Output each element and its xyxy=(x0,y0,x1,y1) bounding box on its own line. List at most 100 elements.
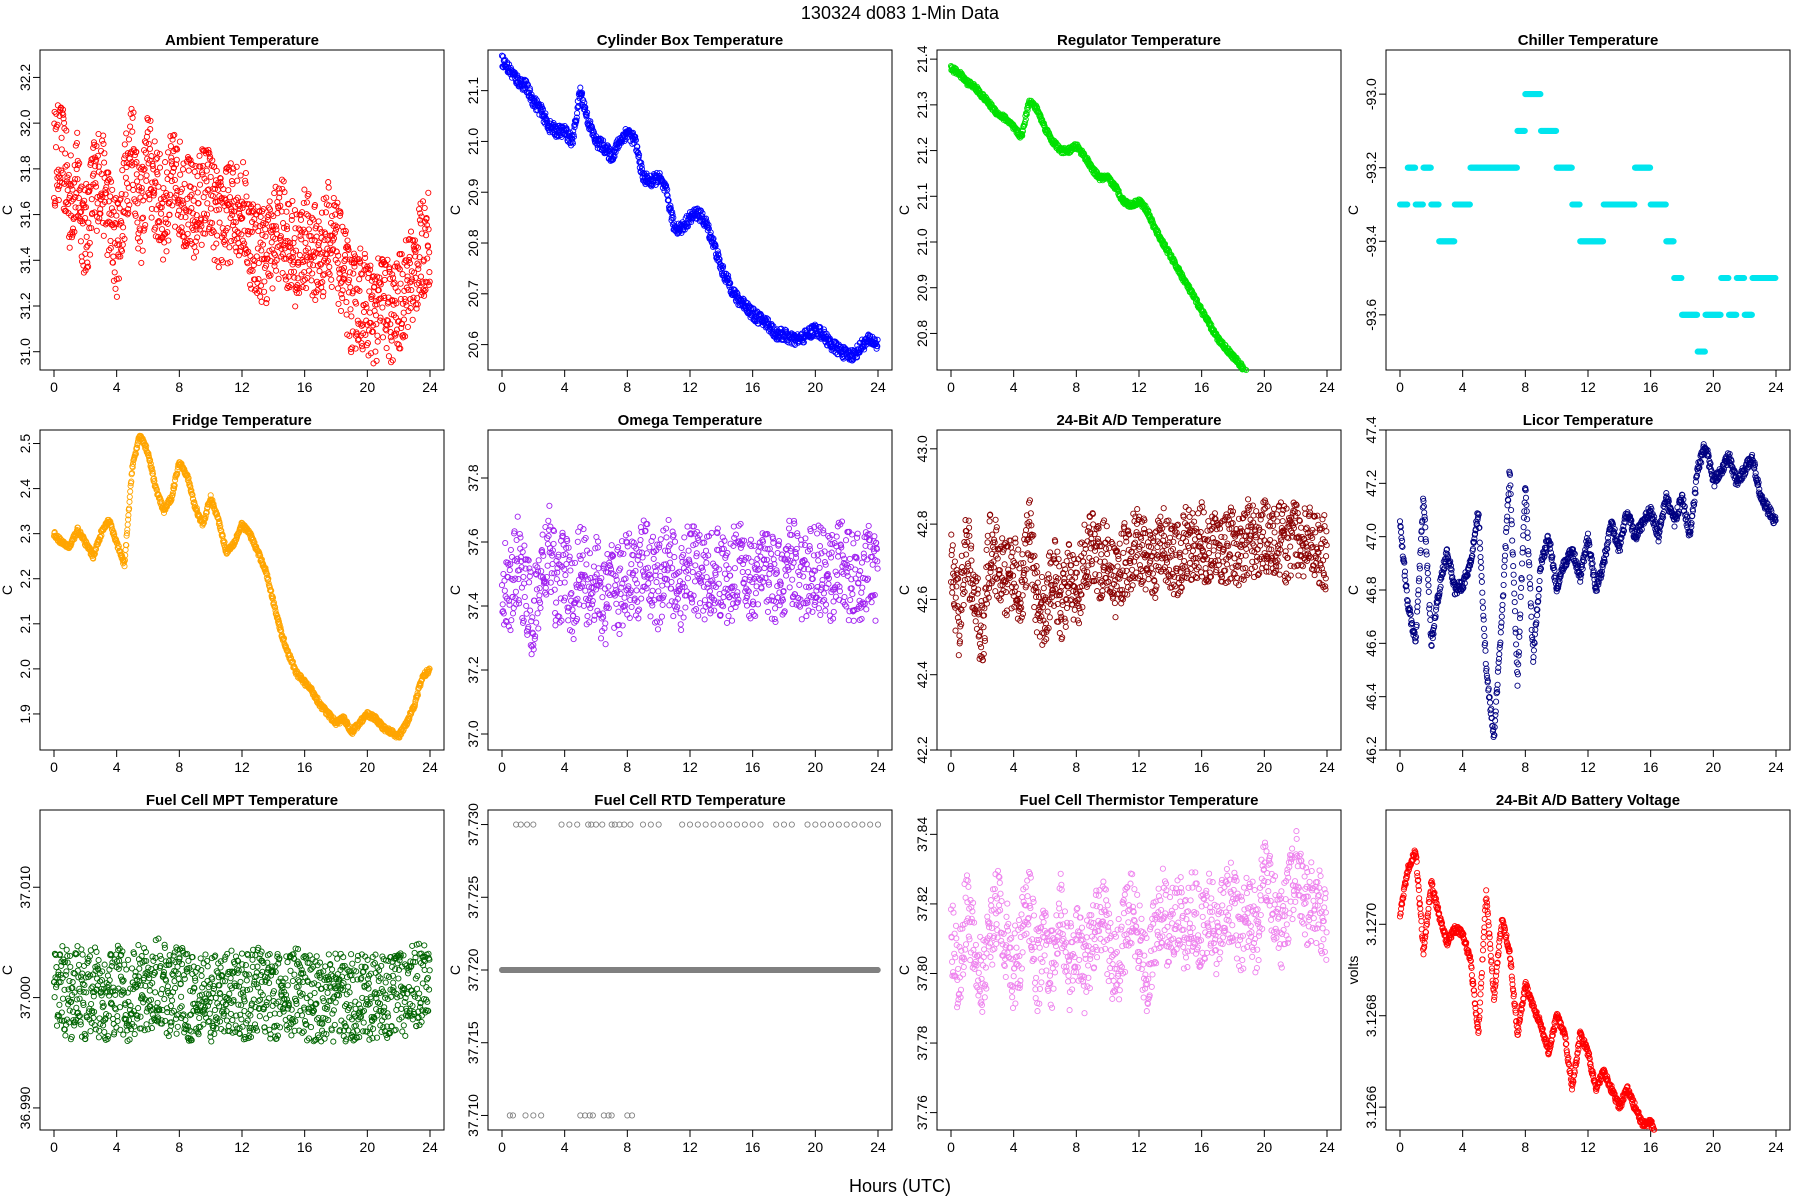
y-tick-label: 1.9 xyxy=(17,704,33,724)
data-point xyxy=(235,230,242,237)
data-point xyxy=(213,167,220,174)
data-point xyxy=(115,253,122,260)
data-point xyxy=(328,276,335,283)
y-tick-label: 21.2 xyxy=(914,137,930,164)
data-point xyxy=(124,521,131,528)
data-point xyxy=(162,159,169,166)
data-point xyxy=(158,210,165,217)
data-point xyxy=(94,152,101,159)
data-point xyxy=(110,253,117,260)
data-point xyxy=(216,206,223,213)
data-point xyxy=(228,238,235,245)
x-tick-label: 20 xyxy=(808,379,824,395)
data-point xyxy=(121,235,128,242)
data-point xyxy=(181,180,188,187)
data-point xyxy=(165,237,172,244)
data-point xyxy=(180,160,187,167)
data-point xyxy=(388,337,395,344)
data-point xyxy=(194,189,201,196)
x-tick-label: 24 xyxy=(422,759,438,775)
data-point xyxy=(69,186,76,193)
data-point xyxy=(248,229,255,236)
data-point xyxy=(325,179,332,186)
data-point xyxy=(244,260,251,267)
data-point xyxy=(275,185,282,192)
data-point xyxy=(326,263,333,270)
data-point xyxy=(138,184,145,192)
data-point xyxy=(146,145,154,152)
data-point xyxy=(315,218,322,225)
data-point xyxy=(404,323,411,331)
data-point xyxy=(52,144,60,151)
data-point xyxy=(258,247,265,254)
data-point xyxy=(207,205,214,212)
data-point xyxy=(177,171,184,178)
data-point xyxy=(400,316,408,323)
data-point xyxy=(195,200,202,207)
data-point xyxy=(222,241,229,248)
data-point xyxy=(385,353,392,360)
data-point xyxy=(141,225,148,232)
data-point xyxy=(347,306,354,313)
data-point xyxy=(83,233,90,240)
data-point xyxy=(234,177,241,184)
data-point xyxy=(243,246,250,254)
data-point xyxy=(109,186,116,193)
data-point xyxy=(262,226,269,233)
data-point xyxy=(168,178,175,185)
data-point xyxy=(277,202,284,209)
data-point xyxy=(148,205,155,212)
x-tick-label: 20 xyxy=(1706,379,1722,395)
data-point xyxy=(374,332,381,339)
data-point xyxy=(202,230,209,237)
x-tick-label: 16 xyxy=(297,379,313,395)
data-point xyxy=(215,264,222,271)
data-point xyxy=(260,219,267,227)
data-point xyxy=(160,256,167,263)
data-point xyxy=(172,184,179,191)
y-tick-label: 31.4 xyxy=(17,246,33,273)
data-point xyxy=(156,219,163,226)
data-point xyxy=(260,256,267,263)
data-point xyxy=(121,141,128,148)
data-point xyxy=(417,273,425,280)
data-point xyxy=(266,247,273,254)
data-point xyxy=(369,292,376,299)
data-point xyxy=(291,235,298,242)
data-point xyxy=(169,161,176,168)
data-point xyxy=(256,223,263,230)
data-point xyxy=(273,267,280,274)
data-point xyxy=(52,202,59,209)
data-point xyxy=(130,186,137,194)
data-point xyxy=(134,178,141,185)
data-point xyxy=(226,166,233,173)
y-tick-label: -93.0 xyxy=(1363,78,1379,110)
data-point xyxy=(153,156,160,163)
data-point xyxy=(127,123,134,130)
data-point xyxy=(151,138,158,145)
data-point xyxy=(303,285,310,292)
data-point xyxy=(111,269,118,276)
data-point xyxy=(198,241,205,248)
data-point xyxy=(296,252,303,259)
x-tick-label: 20 xyxy=(1257,379,1273,395)
data-point xyxy=(302,239,309,246)
data-point xyxy=(353,300,360,307)
data-point xyxy=(192,162,199,170)
data-point xyxy=(155,183,162,190)
data-point xyxy=(55,186,62,193)
data-point xyxy=(176,207,183,214)
data-point xyxy=(163,192,170,199)
data-point xyxy=(226,200,233,207)
data-point xyxy=(189,210,197,217)
data-point xyxy=(55,197,62,204)
data-point xyxy=(136,238,143,245)
data-point xyxy=(297,216,305,223)
data-point xyxy=(425,189,432,196)
data-point xyxy=(217,175,224,182)
data-point xyxy=(188,191,195,198)
x-tick-label: 16 xyxy=(297,759,313,775)
data-point xyxy=(226,244,233,251)
